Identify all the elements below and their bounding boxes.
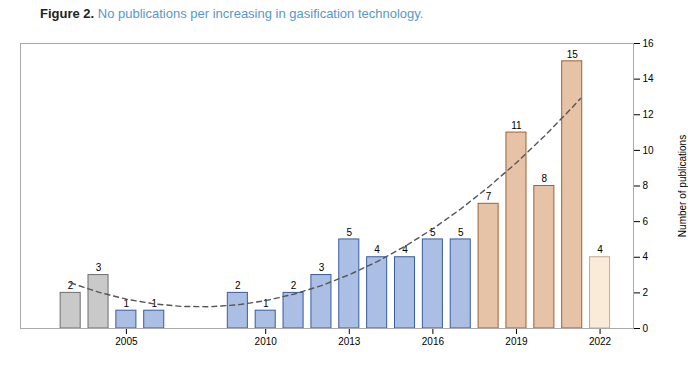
svg-text:Number of publications: Number of publications	[677, 135, 688, 237]
svg-text:4: 4	[374, 244, 380, 255]
svg-text:15: 15	[567, 49, 579, 60]
svg-text:0: 0	[643, 323, 649, 334]
svg-text:12: 12	[643, 109, 655, 120]
svg-text:3: 3	[319, 262, 325, 273]
svg-text:2010: 2010	[255, 336, 278, 347]
svg-text:1: 1	[123, 297, 130, 309]
svg-text:2005: 2005	[115, 336, 138, 347]
svg-text:8: 8	[542, 173, 548, 184]
svg-text:2013: 2013	[338, 336, 361, 347]
svg-text:4: 4	[643, 251, 649, 262]
svg-text:2: 2	[291, 280, 297, 291]
svg-text:2: 2	[68, 280, 74, 291]
svg-text:14: 14	[643, 73, 655, 84]
svg-text:4: 4	[597, 244, 603, 255]
svg-text:3: 3	[96, 262, 102, 273]
svg-text:8: 8	[643, 180, 649, 191]
svg-text:2016: 2016	[422, 336, 445, 347]
svg-text:7: 7	[486, 191, 492, 202]
svg-text:11: 11	[511, 120, 522, 131]
svg-text:1: 1	[262, 297, 269, 309]
html-text:Figure 2. No publications per: Figure 2. No publications per increasing…	[40, 6, 424, 21]
svg-text:2022: 2022	[589, 336, 612, 347]
svg-text:1: 1	[151, 297, 157, 309]
svg-text:2: 2	[643, 287, 649, 298]
svg-text:16: 16	[643, 38, 655, 49]
svg-text:2: 2	[235, 280, 241, 291]
svg-text:5: 5	[458, 227, 464, 238]
svg-text:5: 5	[347, 227, 353, 238]
svg-text:5: 5	[430, 226, 436, 238]
svg-text:6: 6	[643, 216, 649, 227]
svg-text:4: 4	[402, 244, 408, 255]
svg-text:2019: 2019	[505, 336, 528, 347]
svg-text:10: 10	[643, 145, 655, 156]
